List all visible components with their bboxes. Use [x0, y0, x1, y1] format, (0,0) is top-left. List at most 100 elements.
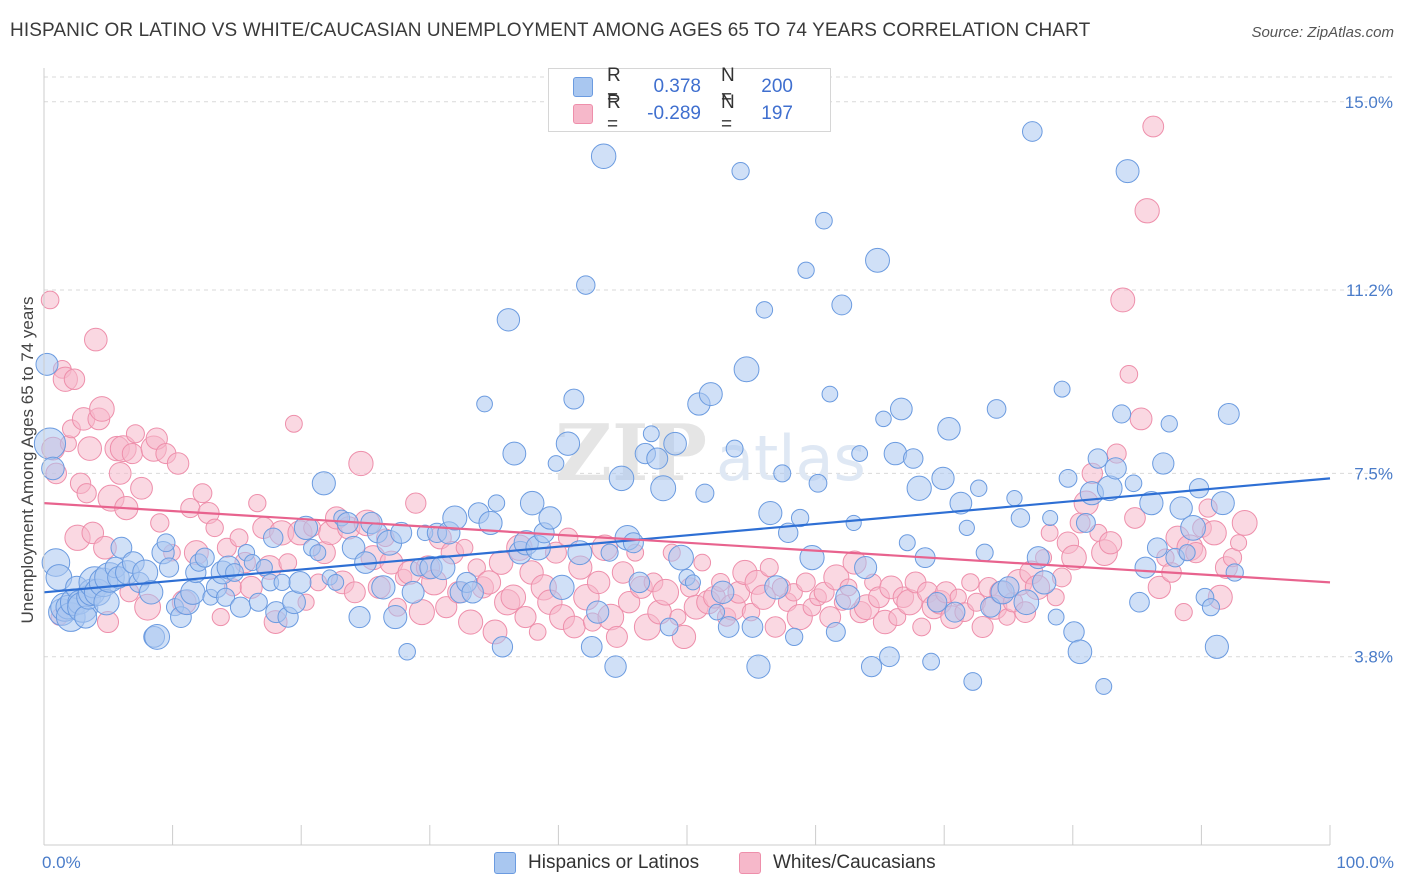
point-hispanics	[476, 395, 493, 413]
point-hispanics	[1104, 457, 1127, 480]
point-hispanics	[1053, 380, 1071, 398]
point-hispanics	[478, 510, 503, 536]
point-hispanics	[773, 464, 792, 483]
point-hispanics	[1013, 589, 1040, 616]
x-tick-label-min: 0.0%	[42, 853, 81, 872]
point-whites	[150, 513, 170, 533]
point-hispanics	[576, 275, 596, 295]
point-whites	[192, 483, 213, 504]
point-whites	[130, 476, 153, 500]
point-whites	[1110, 287, 1136, 313]
point-hispanics	[1180, 515, 1206, 541]
y-tick-label: 15.0%	[1345, 93, 1393, 112]
point-hispanics	[309, 544, 327, 562]
point-whites	[1046, 588, 1065, 607]
point-hispanics	[430, 554, 456, 581]
point-hispanics	[1058, 468, 1078, 488]
point-hispanics	[628, 571, 651, 594]
point-whites	[759, 558, 779, 578]
legend-r-value: 0.378	[653, 76, 701, 97]
point-hispanics	[1095, 677, 1113, 695]
point-hispanics	[288, 570, 312, 594]
point-hispanics	[567, 540, 593, 566]
point-whites	[528, 623, 547, 641]
y-tick-labels: 3.8% 7.5% 11.2% 15.0%	[1345, 93, 1393, 667]
point-hispanics	[926, 591, 948, 613]
point-whites	[1040, 523, 1059, 542]
y-tick-label: 3.8%	[1354, 648, 1393, 667]
point-hispanics	[797, 261, 815, 279]
point-whites	[500, 584, 527, 611]
point-whites	[205, 518, 224, 538]
point-hispanics	[311, 471, 336, 496]
trend-line-whites	[43, 502, 1331, 584]
point-hispanics	[997, 576, 1020, 599]
point-hispanics	[156, 533, 176, 553]
point-hispanics	[958, 519, 975, 536]
point-hispanics	[1204, 634, 1229, 659]
point-hispanics	[519, 490, 545, 516]
point-hispanics	[659, 617, 679, 637]
point-hispanics	[898, 534, 916, 552]
point-whites	[63, 368, 86, 390]
point-hispanics	[442, 505, 468, 531]
legend-n-value: 197	[761, 103, 793, 124]
point-whites	[40, 290, 60, 310]
point-hispanics	[922, 652, 940, 671]
point-whites	[1061, 544, 1087, 571]
point-whites	[84, 327, 108, 352]
point-hispanics	[496, 308, 521, 332]
point-hispanics	[600, 543, 619, 562]
point-hispanics	[487, 494, 506, 512]
point-hispanics	[590, 143, 617, 170]
point-hispanics	[1210, 491, 1235, 516]
point-hispanics	[785, 627, 804, 647]
point-hispanics	[825, 621, 846, 642]
point-hispanics	[1217, 402, 1240, 425]
point-whites	[77, 436, 103, 461]
point-hispanics	[586, 600, 610, 624]
point-hispanics	[1225, 563, 1244, 582]
point-hispanics	[273, 573, 291, 592]
point-whites	[1230, 534, 1248, 552]
point-hispanics	[755, 301, 774, 319]
point-hispanics	[695, 483, 715, 503]
point-hispanics	[1160, 415, 1178, 433]
point-whites	[1134, 198, 1160, 224]
point-hispanics	[821, 385, 839, 403]
trend-line-hispanics	[43, 477, 1331, 594]
point-hispanics	[1129, 591, 1150, 613]
axes	[43, 68, 1331, 846]
point-hispanics	[110, 536, 133, 559]
point-whites	[514, 606, 537, 629]
point-whites	[961, 573, 980, 592]
point-whites	[1231, 510, 1258, 536]
point-hispanics	[931, 466, 955, 490]
point-hispanics	[180, 579, 206, 605]
correlation-legend: R = 0.378 N = 200 R = -0.289 N = 197	[548, 65, 831, 135]
point-whites	[586, 570, 611, 595]
point-hispanics	[549, 574, 575, 600]
point-hispanics	[725, 439, 744, 458]
x-tick-label-max: 100.0%	[1336, 853, 1394, 872]
point-hispanics	[831, 294, 853, 316]
point-hispanics	[398, 642, 416, 661]
point-hispanics	[547, 455, 565, 472]
point-whites	[764, 616, 787, 638]
point-hispanics	[698, 382, 723, 407]
point-hispanics	[889, 397, 913, 421]
point-hispanics	[808, 473, 828, 493]
point-whites	[1174, 603, 1193, 622]
point-hispanics	[225, 563, 244, 582]
point-hispanics	[1032, 570, 1057, 595]
legend-swatch-blue	[494, 852, 516, 874]
watermark-atlas: atlas	[716, 422, 866, 495]
point-whites	[1201, 520, 1227, 546]
point-hispanics	[371, 575, 396, 600]
point-hispanics	[1201, 598, 1220, 617]
point-hispanics	[902, 448, 924, 469]
legend-label-whites: Whites/Caucasians	[773, 852, 936, 873]
legend-n-value: 200	[761, 76, 793, 97]
series-legend: Hispanics or Latinos Whites/Caucasians	[0, 852, 1406, 878]
